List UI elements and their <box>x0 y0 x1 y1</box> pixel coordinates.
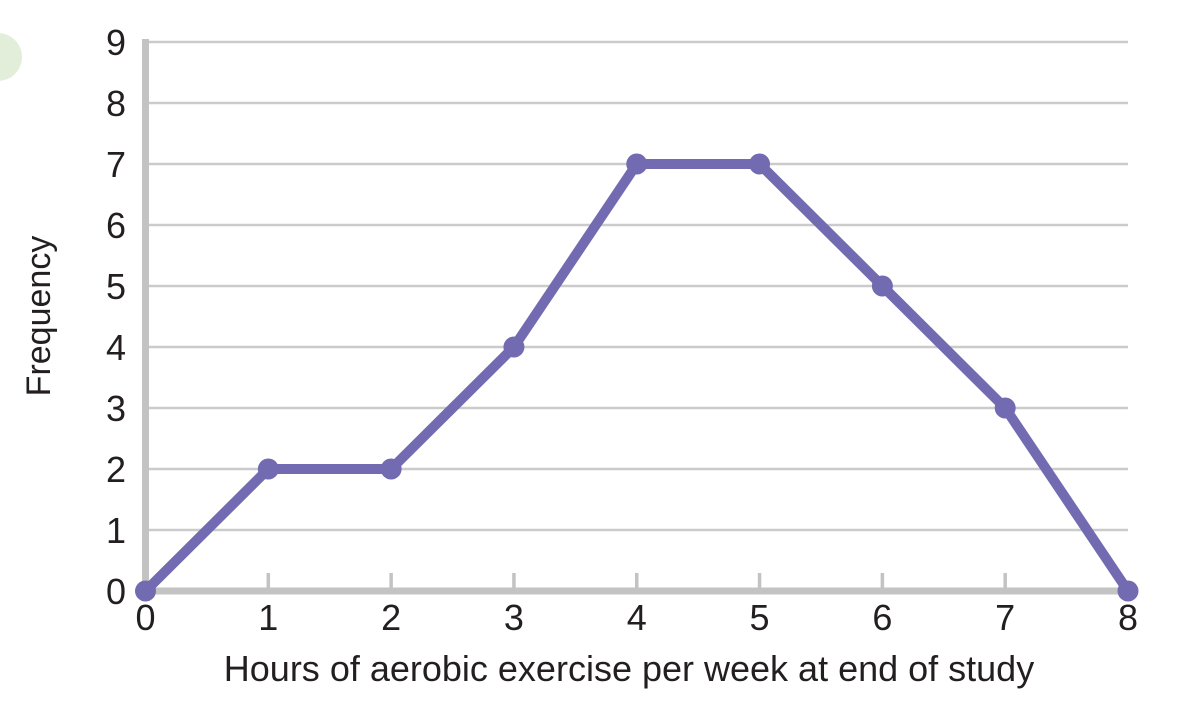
y-tick-label: 0 <box>106 571 126 612</box>
y-axis-label: Frequency <box>20 236 58 397</box>
gridlines-layer <box>142 40 1128 532</box>
x-tick-label: 2 <box>381 597 401 638</box>
x-tick-label: 0 <box>135 597 155 638</box>
tick-labels-layer: 0 1 2 3 4 5 6 7 8 0 1 2 3 4 5 6 7 8 9 <box>106 22 1138 638</box>
x-tick-label: 6 <box>872 597 892 638</box>
y-tick-label: 3 <box>106 388 126 429</box>
x-axis-label: Hours of aerobic exercise per week at en… <box>224 648 1034 689</box>
y-tick-label: 1 <box>106 510 126 551</box>
y-tick-label: 4 <box>106 327 126 368</box>
data-point-marker <box>257 458 279 480</box>
data-point-marker <box>503 336 525 358</box>
corner-decoration-dot <box>0 33 22 81</box>
y-tick-label: 7 <box>106 144 126 185</box>
x-tick-label: 1 <box>258 597 278 638</box>
y-tick-label: 2 <box>106 449 126 490</box>
y-tick-label: 5 <box>106 266 126 307</box>
data-point-marker <box>626 153 648 175</box>
data-point-marker <box>749 153 771 175</box>
x-tick-label: 4 <box>627 597 647 638</box>
data-series-layer <box>135 153 1139 602</box>
data-point-marker <box>135 580 156 602</box>
x-tick-label: 7 <box>995 597 1015 638</box>
data-point-marker <box>1117 580 1139 602</box>
data-point-marker <box>871 275 893 297</box>
y-tick-label: 8 <box>106 83 126 124</box>
axes-layer <box>138 39 1134 595</box>
x-tick-label: 5 <box>750 597 770 638</box>
x-tick-label: 3 <box>504 597 524 638</box>
data-point-marker <box>994 397 1016 419</box>
y-tick-label: 6 <box>106 205 126 246</box>
data-point-marker <box>380 458 402 480</box>
y-tick-label: 9 <box>106 22 126 63</box>
x-tick-label: 8 <box>1118 597 1138 638</box>
frequency-line <box>140 159 1133 596</box>
